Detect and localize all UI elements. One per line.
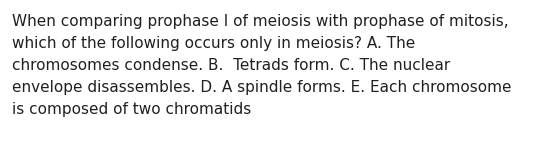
Text: envelope disassembles. D. A spindle forms. E. Each chromosome: envelope disassembles. D. A spindle form… xyxy=(12,80,512,95)
Text: chromosomes condense. B.  Tetrads form. C. The nuclear: chromosomes condense. B. Tetrads form. C… xyxy=(12,58,450,73)
Text: is composed of two chromatids: is composed of two chromatids xyxy=(12,102,251,117)
Text: which of the following occurs only in meiosis? A. The: which of the following occurs only in me… xyxy=(12,36,415,51)
Text: When comparing prophase I of meiosis with prophase of mitosis,: When comparing prophase I of meiosis wit… xyxy=(12,14,509,29)
